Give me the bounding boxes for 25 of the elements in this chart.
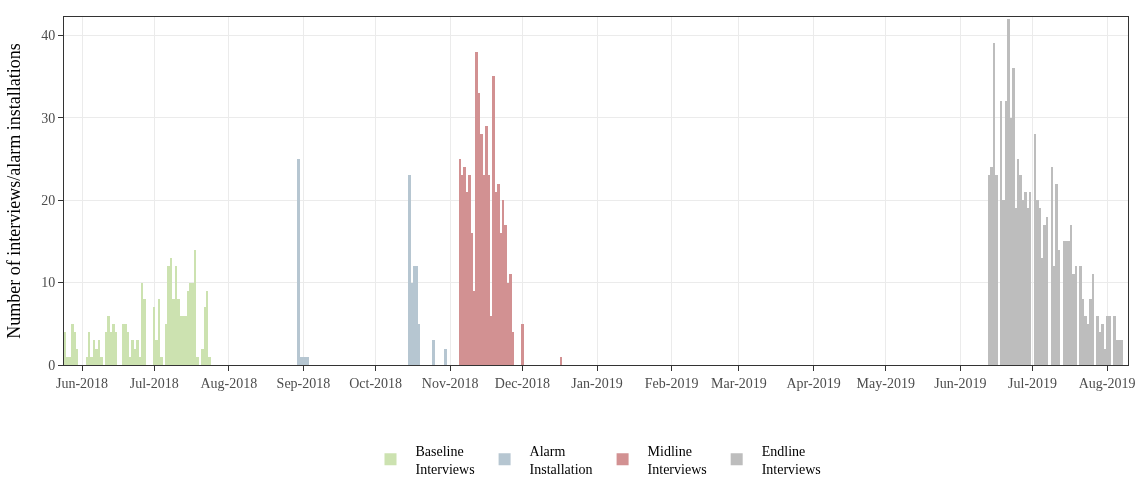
x-tick-label: Jul-2018 (129, 375, 179, 391)
x-tick-label: May-2019 (856, 375, 915, 391)
x-tick-label: Aug-2019 (1078, 375, 1136, 391)
y-tick-label: 10 (41, 275, 56, 291)
x-tick-label: Jan-2019 (571, 375, 623, 391)
x-tick-label: Dec-2018 (494, 375, 551, 391)
x-tick-label: Jul-2019 (1008, 375, 1058, 391)
y-tick-label: 0 (48, 357, 56, 373)
x-tick-label: Feb-2019 (644, 375, 699, 391)
x-tick-label: Oct-2018 (349, 375, 403, 391)
y-tick-label: 30 (41, 110, 56, 126)
x-tick-label: Aug-2018 (200, 375, 258, 391)
y-tick-label: 20 (41, 192, 56, 208)
x-tick-label: Sep-2018 (276, 375, 331, 391)
x-tick-label: Jun-2018 (55, 375, 109, 391)
legend-label: Midline Interviews (647, 443, 707, 477)
y-tick-label: 40 (41, 28, 56, 44)
legend-label: Baseline Interviews (415, 443, 475, 477)
legend-label: Endline Interviews (761, 443, 821, 477)
x-tick-label: Mar-2019 (711, 375, 767, 391)
legend-label: Alarm Installation (529, 443, 593, 477)
x-tick-label: Jun-2019 (934, 375, 987, 391)
y-axis-title: Number of interviews/alarm installations (4, 43, 25, 339)
x-tick-label: Nov-2018 (421, 375, 479, 391)
x-tick-label: Apr-2019 (786, 375, 841, 391)
